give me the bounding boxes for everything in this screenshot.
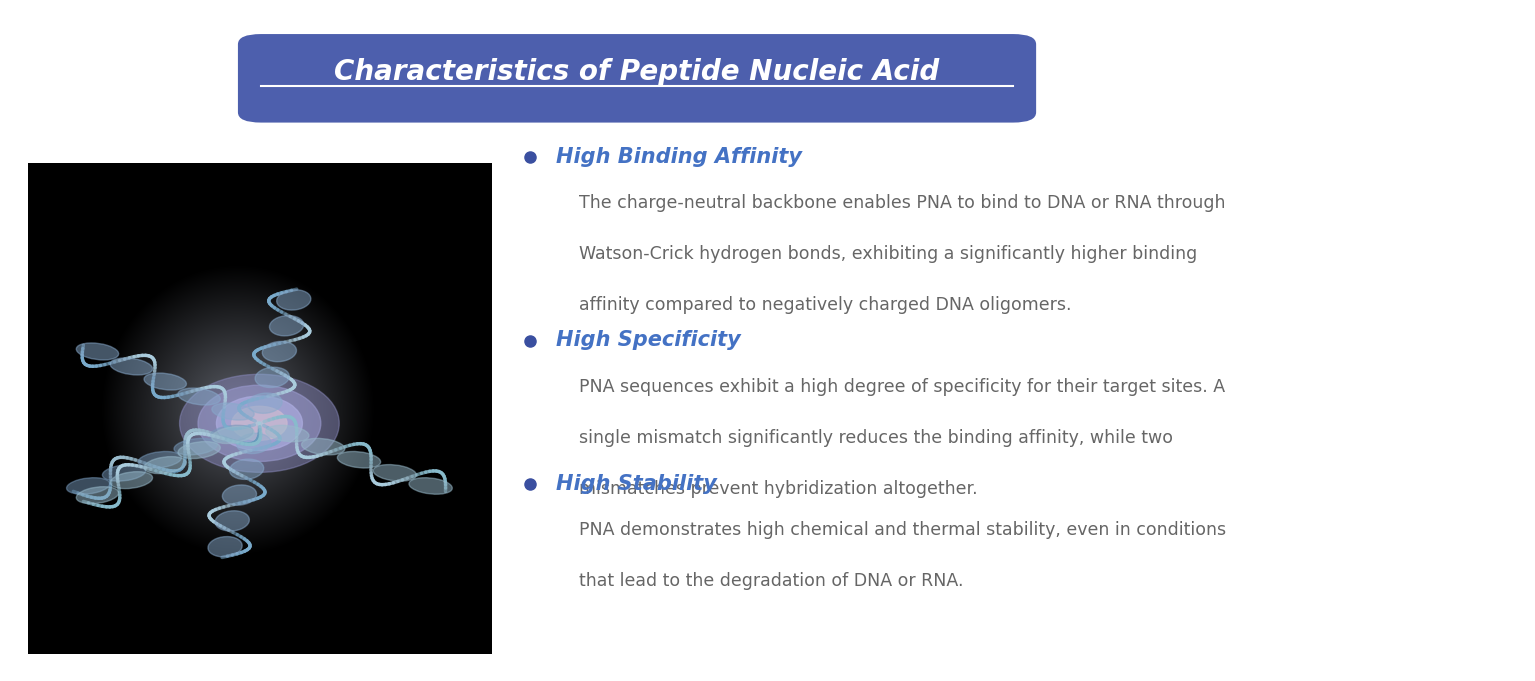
Text: High Specificity: High Specificity: [556, 330, 740, 351]
Ellipse shape: [276, 290, 312, 310]
Ellipse shape: [210, 425, 253, 442]
Ellipse shape: [198, 385, 321, 462]
Ellipse shape: [111, 358, 152, 375]
Ellipse shape: [215, 511, 249, 531]
Text: PNA demonstrates high chemical and thermal stability, even in conditions: PNA demonstrates high chemical and therm…: [579, 521, 1226, 539]
Text: single mismatch significantly reduces the binding affinity, while two: single mismatch significantly reduces th…: [579, 429, 1173, 447]
Ellipse shape: [262, 341, 296, 362]
Text: mismatches prevent hybridization altogether.: mismatches prevent hybridization altoget…: [579, 480, 978, 498]
Ellipse shape: [180, 375, 339, 473]
Text: High Stability: High Stability: [556, 473, 717, 494]
Ellipse shape: [138, 452, 181, 468]
Ellipse shape: [77, 343, 118, 360]
Ellipse shape: [144, 373, 186, 390]
Ellipse shape: [270, 315, 304, 336]
Ellipse shape: [216, 396, 302, 451]
Ellipse shape: [223, 485, 256, 505]
Text: PNA sequences exhibit a high degree of specificity for their target sites. A: PNA sequences exhibit a high degree of s…: [579, 378, 1225, 396]
Ellipse shape: [207, 537, 243, 557]
Ellipse shape: [249, 393, 282, 413]
Text: that lead to the degradation of DNA or RNA.: that lead to the degradation of DNA or R…: [579, 572, 962, 590]
Ellipse shape: [230, 459, 264, 479]
Ellipse shape: [212, 426, 255, 443]
Text: Watson-Crick hydrogen bonds, exhibiting a significantly higher binding: Watson-Crick hydrogen bonds, exhibiting …: [579, 245, 1197, 263]
Text: High Binding Affinity: High Binding Affinity: [556, 146, 801, 167]
Ellipse shape: [232, 407, 287, 441]
Ellipse shape: [301, 439, 345, 455]
Text: The charge-neutral backbone enables PNA to bind to DNA or RNA through: The charge-neutral backbone enables PNA …: [579, 194, 1225, 212]
Ellipse shape: [77, 487, 118, 504]
Ellipse shape: [338, 452, 381, 468]
Ellipse shape: [178, 388, 221, 405]
Ellipse shape: [111, 472, 152, 489]
Ellipse shape: [255, 367, 289, 387]
Ellipse shape: [66, 477, 111, 494]
Ellipse shape: [373, 464, 416, 481]
Ellipse shape: [178, 441, 221, 458]
Ellipse shape: [103, 464, 146, 481]
Ellipse shape: [173, 439, 218, 455]
Ellipse shape: [144, 457, 186, 473]
Ellipse shape: [212, 403, 255, 420]
FancyBboxPatch shape: [238, 34, 1036, 123]
Ellipse shape: [266, 425, 309, 442]
Text: affinity compared to negatively charged DNA oligomers.: affinity compared to negatively charged …: [579, 296, 1071, 314]
Text: Characteristics of Peptide Nucleic Acid: Characteristics of Peptide Nucleic Acid: [335, 57, 939, 86]
FancyBboxPatch shape: [28, 163, 491, 654]
Ellipse shape: [408, 477, 453, 494]
Ellipse shape: [236, 433, 270, 454]
